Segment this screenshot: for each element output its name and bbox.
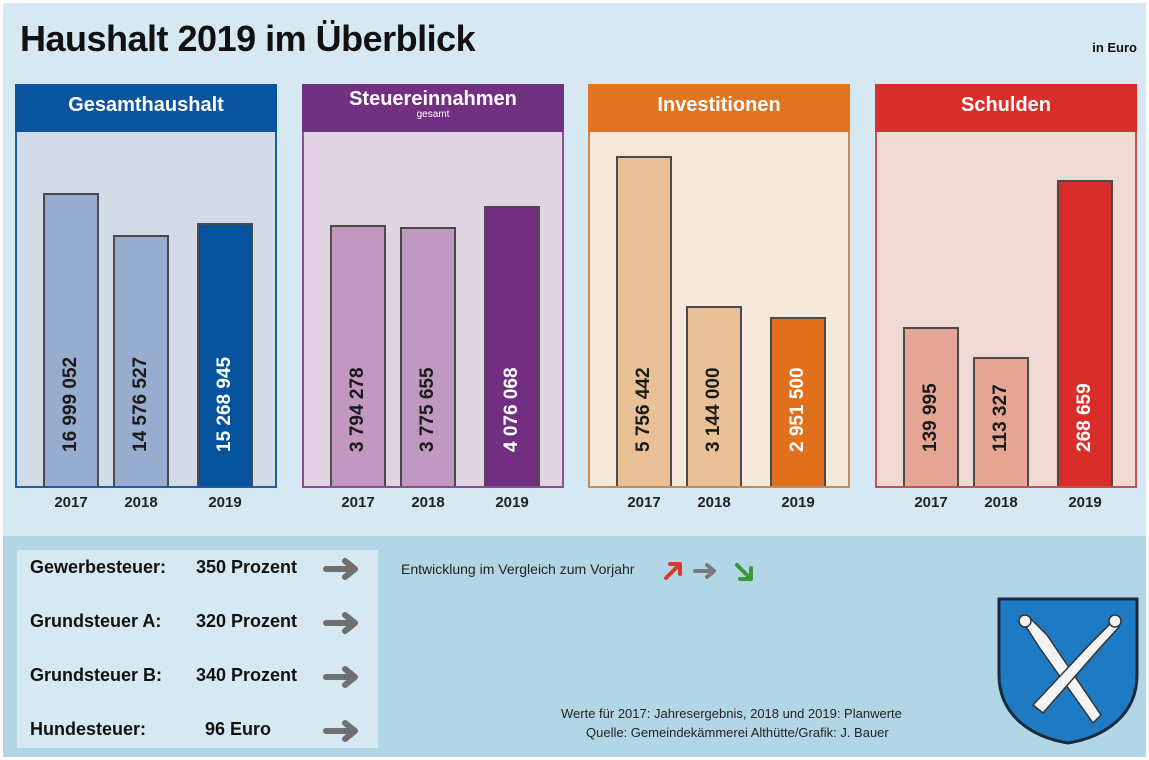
- bar-value-label: 3 775 655: [417, 367, 438, 452]
- x-tick-label: 2018: [124, 494, 158, 511]
- tax-name: Gewerbesteuer:: [30, 557, 167, 577]
- x-tick-label: 2019: [495, 494, 529, 511]
- tax-rates-box: [17, 550, 378, 748]
- chart-panel: Schulden 139 995 113 327 268 659: [875, 84, 1137, 488]
- page-title: Haushalt 2019 im Überblick: [20, 18, 476, 59]
- bar-2018: 3 144 000: [686, 306, 742, 486]
- x-tick-label: 2017: [627, 494, 661, 511]
- tax-value: 350 Prozent: [196, 557, 298, 577]
- x-tick-label: 2017: [341, 494, 375, 511]
- plot-area: 5 756 442 3 144 000 2 951 500: [588, 132, 850, 488]
- panel-subtitle: gesamt: [416, 109, 450, 120]
- panel-title: Steuereinnahmen gesamt: [302, 84, 564, 132]
- x-tick-label: 2017: [914, 494, 948, 511]
- panel-title: Investitionen: [588, 84, 850, 132]
- arrow-right-icon: [323, 558, 358, 580]
- bar-value-label: 5 756 442: [633, 367, 654, 452]
- x-tick-label: 2019: [1068, 494, 1102, 511]
- x-tick-label: 2019: [208, 494, 242, 511]
- unit-label: in Euro: [1092, 40, 1137, 55]
- bar-value-label: 4 076 068: [501, 367, 522, 452]
- bar-2019: 15 268 945: [197, 223, 253, 486]
- bar-2017: 5 756 442: [616, 156, 672, 486]
- bar-value-label: 3 794 278: [347, 367, 368, 452]
- arrow-right-icon: [323, 666, 358, 688]
- plot-area: 139 995 113 327 268 659: [875, 132, 1137, 488]
- bar-2019: 4 076 068: [484, 206, 540, 486]
- plot-area: 3 794 278 3 775 655 4 076 068: [302, 132, 564, 488]
- x-tick-label: 2018: [984, 494, 1018, 511]
- bar-value-label: 14 576 527: [130, 356, 151, 452]
- x-tick-label: 2018: [697, 494, 731, 511]
- tax-name: Grundsteuer B:: [30, 665, 163, 685]
- bar-2019: 268 659: [1057, 180, 1113, 486]
- arrow-up-right-icon: [664, 562, 682, 580]
- panel-title: Gesamthaushalt: [15, 84, 277, 132]
- bar-value-label: 16 999 052: [60, 356, 81, 452]
- panel-title-text: Gesamthaushalt: [68, 94, 224, 116]
- plot-area: 16 999 052 14 576 527 15 268 945: [15, 132, 277, 488]
- coat-of-arms-icon: [997, 597, 1139, 745]
- bar-2017: 139 995: [903, 327, 959, 486]
- bar-2017: 3 794 278: [330, 225, 386, 486]
- bar-value-label: 15 268 945: [214, 356, 235, 452]
- bar-value-label: 268 659: [1074, 383, 1095, 452]
- chart-panel: Steuereinnahmen gesamt 3 794 278 3 775 655 4…: [302, 84, 564, 488]
- chart-panel: Gesamthaushalt 16 999 052 14 576 527 15 268…: [15, 84, 277, 488]
- bar-2018: 113 327: [973, 357, 1029, 486]
- panel-title-text: Steuereinnahmen: [349, 88, 517, 110]
- x-tick-label: 2017: [54, 494, 88, 511]
- x-tick-label: 2019: [781, 494, 815, 511]
- arrow-right-icon: [693, 563, 716, 579]
- tax-value: 320 Prozent: [196, 611, 298, 631]
- tax-value: 340 Prozent: [196, 665, 298, 685]
- panel-title-text: Investitionen: [657, 94, 781, 116]
- arrow-down-right-icon: [735, 563, 753, 581]
- bar-2019: 2 951 500: [770, 317, 826, 486]
- x-tick-label: 2018: [411, 494, 445, 511]
- arrow-right-icon: [323, 720, 358, 742]
- tax-name: Hundesteuer:: [30, 719, 147, 739]
- bar-2017: 16 999 052: [43, 193, 99, 486]
- panel-title-text: Schulden: [960, 94, 1051, 116]
- chart-panel: Investitionen 5 756 442 3 144 000 2 951 500: [588, 84, 850, 488]
- bar-value-label: 113 327: [990, 384, 1011, 452]
- footnote-source: Quelle: Gemeindekämmerei Althütte/Grafik…: [586, 725, 889, 740]
- bar-value-label: 2 951 500: [787, 367, 808, 452]
- legend-text: Entwicklung im Vergleich zum Vorjahr: [401, 561, 635, 577]
- tax-value: 96 Euro: [205, 719, 272, 739]
- bar-value-label: 3 144 000: [703, 367, 724, 452]
- bar-2018: 14 576 527: [113, 235, 169, 486]
- panel-title: Schulden: [875, 84, 1137, 132]
- tax-name: Grundsteuer A:: [30, 611, 162, 631]
- bar-value-label: 139 995: [920, 383, 941, 452]
- arrow-right-icon: [323, 612, 358, 634]
- footnote-values: Werte für 2017: Jahresergebnis, 2018 und…: [561, 706, 902, 721]
- bar-2018: 3 775 655: [400, 227, 456, 486]
